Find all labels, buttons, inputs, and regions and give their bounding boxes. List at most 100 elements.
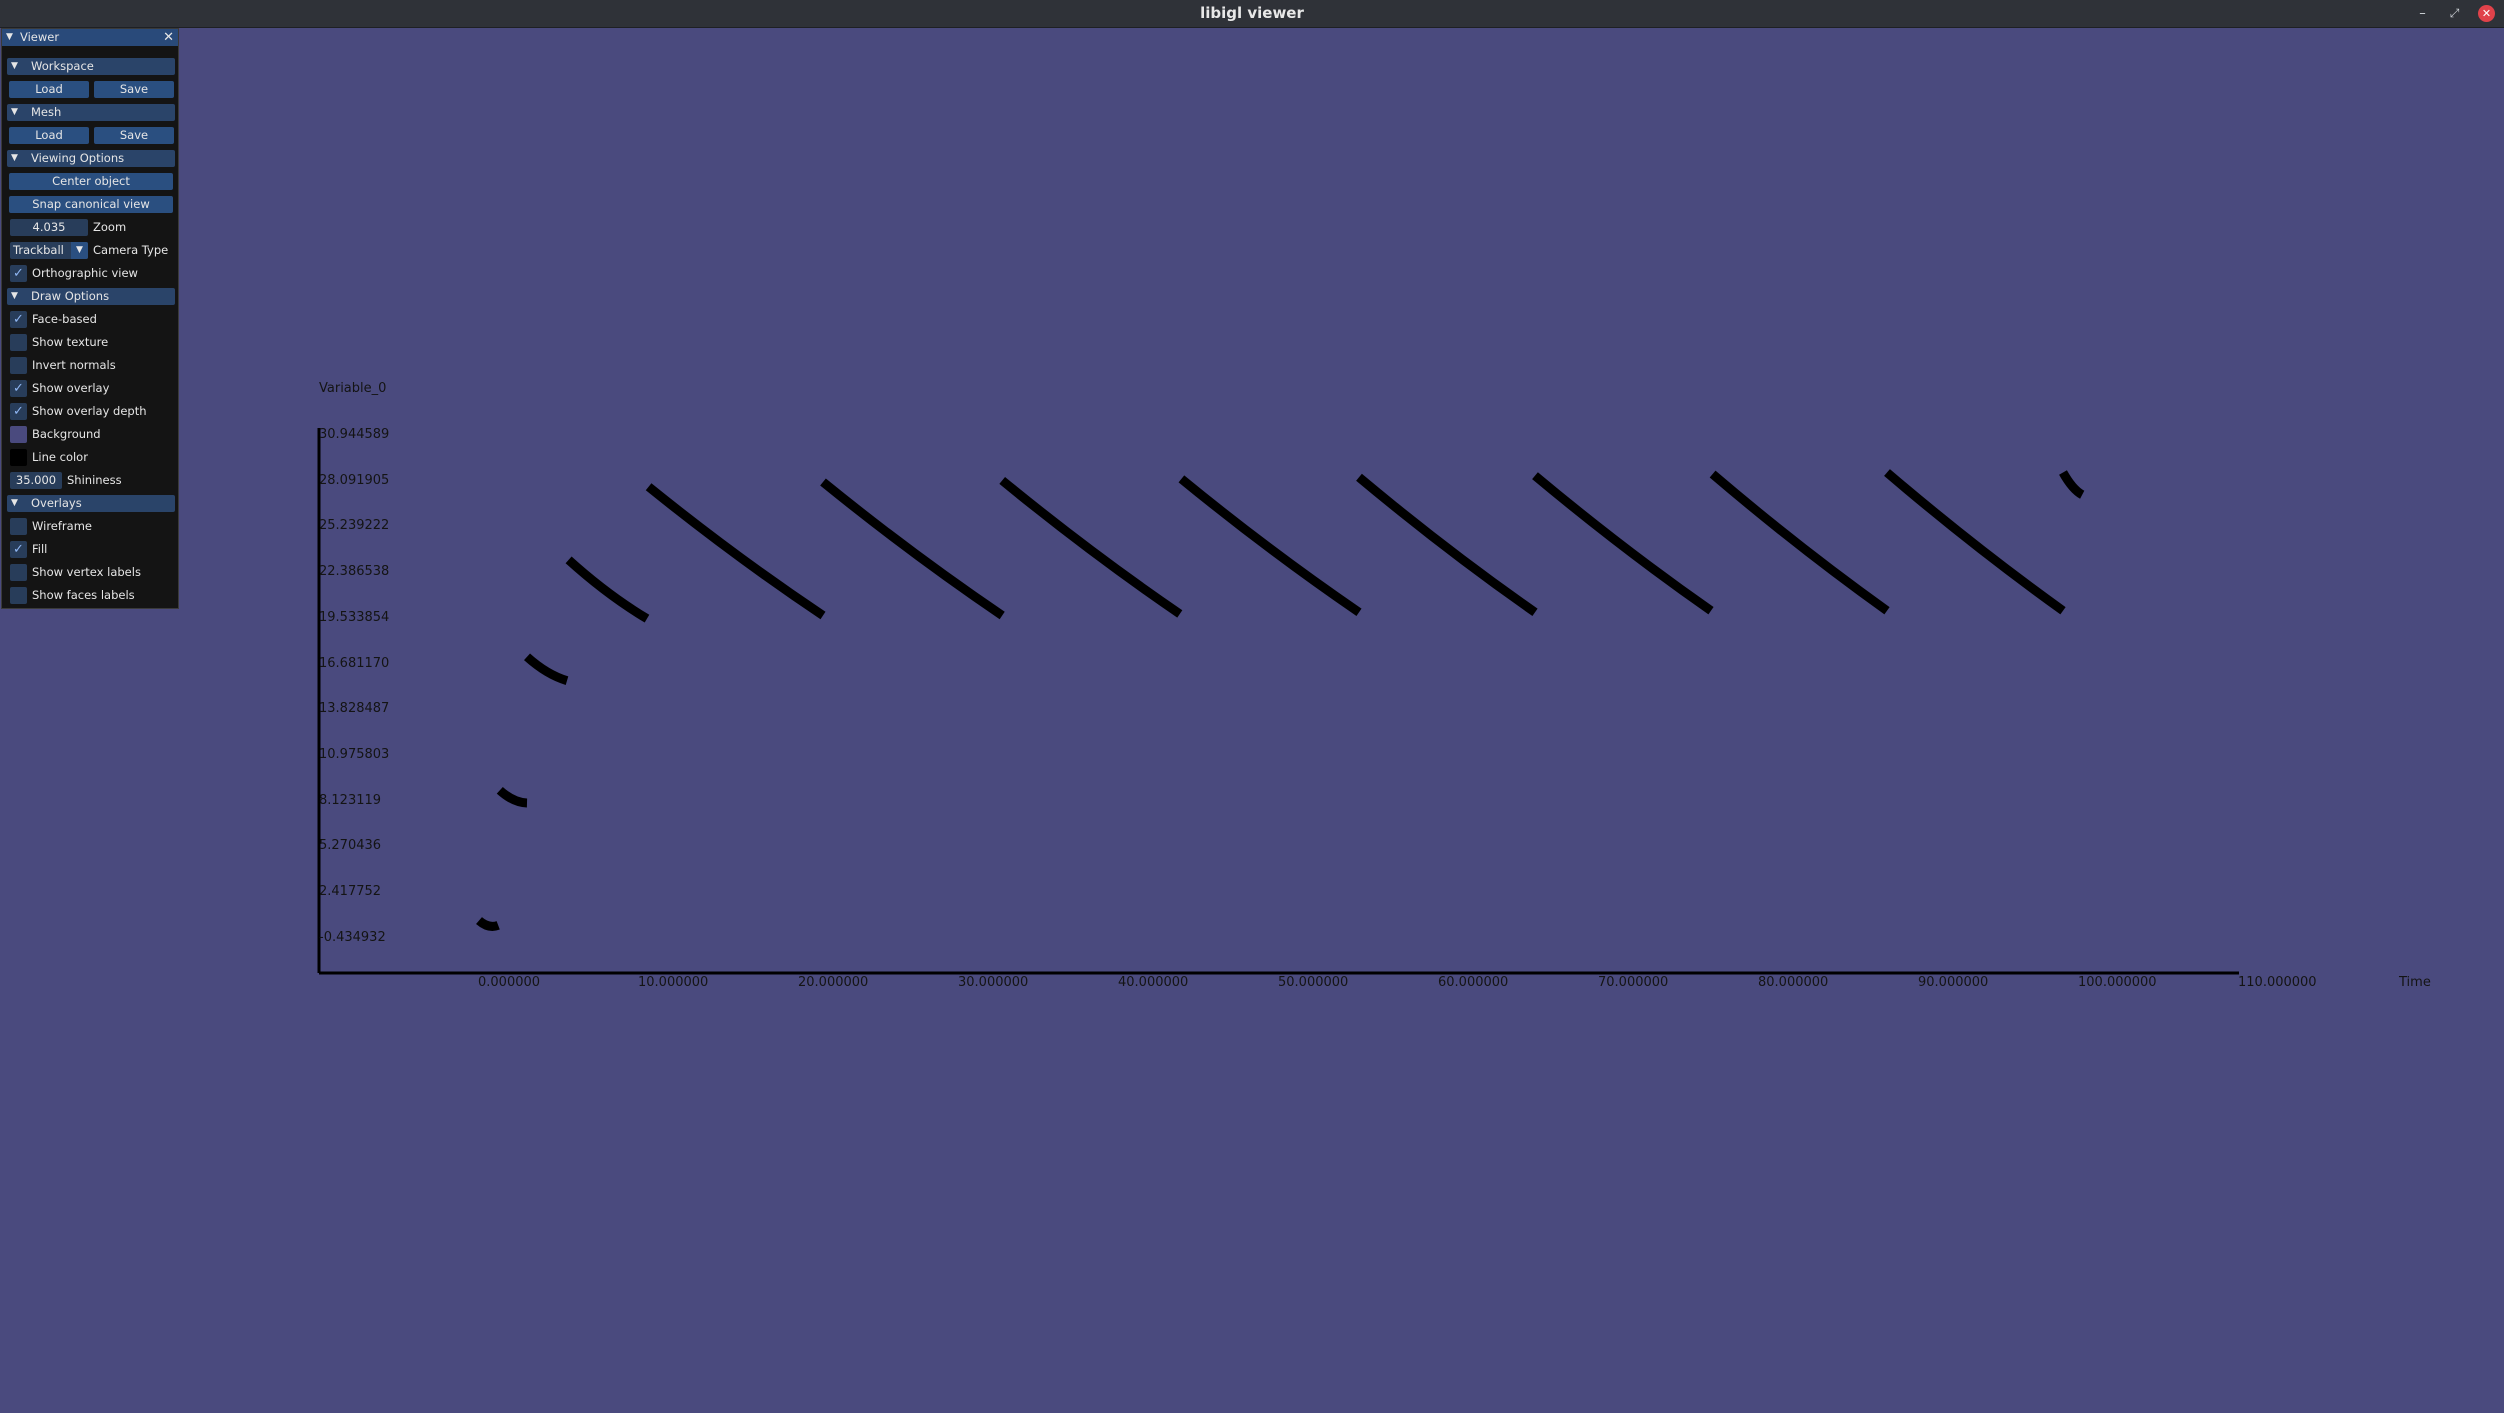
show-vertex-labels-row: Show vertex labels xyxy=(2,562,178,584)
shininess-input[interactable]: 35.000 xyxy=(10,472,62,489)
show-overlay-row: ✓ Show overlay xyxy=(2,378,178,400)
collapse-triangle-icon[interactable]: ▼ xyxy=(6,32,13,42)
shininess-row: 35.000 Shininess xyxy=(2,470,178,492)
wireframe-row: Wireframe xyxy=(2,516,178,538)
zoom-input[interactable]: 4.035 xyxy=(10,219,88,236)
collapse-triangle-icon: ▼ xyxy=(11,107,18,117)
series-segment xyxy=(645,483,826,620)
maximize-icon[interactable]: ⤢ xyxy=(2449,6,2460,20)
face-based-label: Face-based xyxy=(32,312,97,326)
orthographic-view-checkbox[interactable]: ✓ xyxy=(10,265,27,282)
show-texture-checkbox[interactable] xyxy=(10,334,27,351)
x-tick-label: 30.000000 xyxy=(958,975,1029,990)
shininess-label: Shininess xyxy=(67,473,122,487)
y-tick-label: 22.386538 xyxy=(319,564,390,580)
orthographic-view-label: Orthographic view xyxy=(32,266,138,280)
x-tick-label: 20.000000 xyxy=(798,975,869,990)
background-label: Background xyxy=(32,427,101,441)
fill-checkbox[interactable]: ✓ xyxy=(10,541,27,558)
line-color-row: Line color xyxy=(2,447,178,469)
zoom-label: Zoom xyxy=(93,220,127,234)
window-titlebar: libigl viewer – ⤢ ✕ xyxy=(0,0,2504,28)
x-tick-label: 10.000000 xyxy=(638,975,709,990)
x-tick-label: 70.000000 xyxy=(1598,975,1669,990)
center-object-button[interactable]: Center object xyxy=(9,173,173,190)
invert-normals-label: Invert normals xyxy=(32,358,116,372)
camera-type-select[interactable]: Trackball ▼ xyxy=(10,242,88,259)
orthographic-view-row: ✓ Orthographic view xyxy=(2,263,178,285)
snap-canonical-row: Snap canonical view xyxy=(2,194,178,216)
mesh-load-button[interactable]: Load xyxy=(9,127,89,144)
minimize-icon[interactable]: – xyxy=(2419,6,2426,21)
viewer-panel-titlebar[interactable]: ▼ Viewer ✕ xyxy=(2,29,178,46)
wireframe-checkbox[interactable] xyxy=(10,518,27,535)
camera-type-row: Trackball ▼ Camera Type xyxy=(2,240,178,262)
workspace-buttons-row: Load Save xyxy=(2,79,178,101)
series-segment xyxy=(476,917,500,931)
snap-canonical-view-button[interactable]: Snap canonical view xyxy=(9,196,173,213)
x-tick-label: 90.000000 xyxy=(1918,975,1989,990)
collapse-triangle-icon: ▼ xyxy=(11,291,18,301)
y-tick-label: 16.681170 xyxy=(319,655,390,671)
x-tick-label: 40.000000 xyxy=(1118,975,1189,990)
draw-options-header-label: Draw Options xyxy=(31,289,110,303)
close-icon[interactable]: ✕ xyxy=(163,30,174,45)
background-color-swatch[interactable] xyxy=(10,426,27,443)
close-window-icon[interactable]: ✕ xyxy=(2478,5,2495,22)
invert-normals-checkbox[interactable] xyxy=(10,357,27,374)
face-based-row: ✓ Face-based xyxy=(2,309,178,331)
workspace-load-button[interactable]: Load xyxy=(9,81,89,98)
draw-options-header-row: ▼ Draw Options xyxy=(2,286,178,308)
workspace-header[interactable]: ▼ Workspace xyxy=(7,58,175,75)
show-vertex-labels-checkbox[interactable] xyxy=(10,564,27,581)
y-tick-label: 25.239222 xyxy=(319,518,390,534)
wireframe-label: Wireframe xyxy=(32,519,92,533)
y-tick-label: 8.123119 xyxy=(319,792,382,808)
show-overlay-label: Show overlay xyxy=(32,381,110,395)
x-tick-label: 50.000000 xyxy=(1278,975,1349,990)
x-tick-label: 0.000000 xyxy=(478,975,541,990)
fill-label: Fill xyxy=(32,542,48,556)
series-segment xyxy=(820,478,1005,620)
show-texture-row: Show texture xyxy=(2,332,178,354)
mesh-header[interactable]: ▼ Mesh xyxy=(7,104,175,121)
x-tick-label: 80.000000 xyxy=(1758,975,1829,990)
series-segment xyxy=(565,556,650,623)
mesh-header-row: ▼ Mesh xyxy=(2,102,178,124)
x-tick-label: 60.000000 xyxy=(1438,975,1509,990)
show-overlay-depth-checkbox[interactable]: ✓ xyxy=(10,403,27,420)
show-faces-labels-checkbox[interactable] xyxy=(10,587,27,604)
camera-type-label: Camera Type xyxy=(93,243,169,257)
show-faces-labels-row: Show faces labels xyxy=(2,585,178,607)
viewing-options-header[interactable]: ▼ Viewing Options xyxy=(7,150,175,167)
y-axis-title: Variable_0 xyxy=(319,381,387,396)
mesh-save-button[interactable]: Save xyxy=(94,127,174,144)
fill-row: ✓ Fill xyxy=(2,539,178,561)
y-tick-label: 2.417752 xyxy=(319,884,382,899)
overlays-header-label: Overlays xyxy=(31,496,82,510)
draw-options-header[interactable]: ▼ Draw Options xyxy=(7,288,175,305)
face-based-checkbox[interactable]: ✓ xyxy=(10,311,27,328)
show-vertex-labels-label: Show vertex labels xyxy=(32,565,141,579)
y-tick-label: 28.091905 xyxy=(319,472,390,488)
show-overlay-checkbox[interactable]: ✓ xyxy=(10,380,27,397)
collapse-triangle-icon: ▼ xyxy=(11,153,18,163)
x-axis-title: Time xyxy=(2399,975,2431,990)
overlays-header[interactable]: ▼ Overlays xyxy=(7,495,175,512)
workspace-header-row: ▼ Workspace xyxy=(2,56,178,78)
series-segment xyxy=(523,653,569,685)
y-tick-label: 13.828487 xyxy=(319,701,390,717)
show-overlay-depth-row: ✓ Show overlay depth xyxy=(2,401,178,423)
y-tick-label: 30.944589 xyxy=(319,427,390,442)
workspace-save-button[interactable]: Save xyxy=(94,81,174,98)
center-object-row: Center object xyxy=(2,171,178,193)
workspace-header-label: Workspace xyxy=(31,59,94,73)
x-tick-label: 100.000000 xyxy=(2078,975,2157,990)
mesh-buttons-row: Load Save xyxy=(2,125,178,147)
line-color-swatch[interactable] xyxy=(10,449,27,466)
collapse-triangle-icon: ▼ xyxy=(11,498,18,508)
chevron-down-icon[interactable]: ▼ xyxy=(71,242,88,259)
show-overlay-depth-label: Show overlay depth xyxy=(32,404,147,418)
viewer-panel-title: Viewer xyxy=(20,30,60,44)
